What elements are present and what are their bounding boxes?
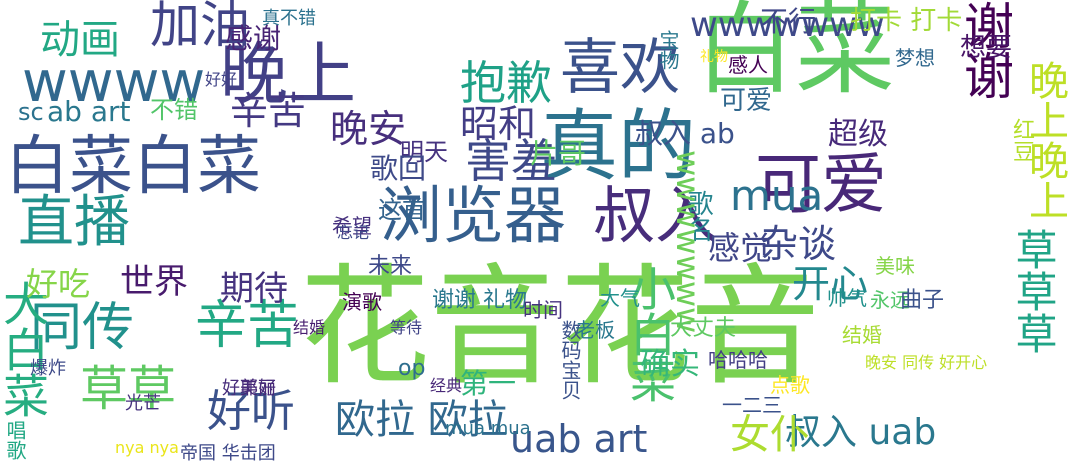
cloud-word: 片哥 <box>530 137 587 170</box>
cloud-word: 好耶好 <box>222 378 276 399</box>
cloud-word: 感觉 <box>708 229 773 267</box>
cloud-word: 感谢 <box>225 22 282 55</box>
cloud-word: 这首 <box>378 196 426 224</box>
cloud-word: 确实 <box>640 347 700 382</box>
cloud-word: 加油 <box>150 0 250 54</box>
cloud-word: 抱歉 <box>460 56 552 110</box>
cloud-word: 开心 <box>792 262 869 306</box>
cloud-word: 小白菜 <box>623 265 677 403</box>
cloud-word: 可爱 <box>755 146 887 223</box>
cloud-word: 红豆 <box>1009 118 1034 162</box>
cloud-word: 晚上 <box>220 36 357 115</box>
cloud-word: 不错 <box>150 96 198 124</box>
cloud-word: 好吃 <box>26 265 91 303</box>
cloud-word: 谢谢 <box>956 0 1014 100</box>
cloud-word: 世界 <box>120 262 188 302</box>
cloud-word: ab art <box>47 95 131 128</box>
cloud-word: 浏览器 <box>380 179 567 252</box>
cloud-word: 昭和 <box>460 102 537 146</box>
cloud-word: 害羞 <box>465 134 557 188</box>
cloud-word: 动画 <box>40 17 120 63</box>
cloud-word: 演歌 <box>342 290 382 314</box>
cloud-word: 喜欢 <box>560 33 680 103</box>
cloud-word: 一二三 <box>722 393 782 417</box>
cloud-word: 不行 <box>760 5 817 38</box>
cloud-word: 光芒 <box>125 393 161 414</box>
cloud-word: 梦想 <box>895 46 935 70</box>
cloud-word: 草草 <box>80 361 177 417</box>
cloud-word: 等待 <box>390 318 423 337</box>
cloud-word: 永远 <box>870 288 910 312</box>
cloud-word: 叔入 <box>593 179 718 252</box>
cloud-word: 真的 <box>540 102 697 192</box>
cloud-word: mua <box>730 171 824 220</box>
cloud-word: 好好 <box>205 70 238 89</box>
cloud-word: wwwwwww <box>669 150 707 334</box>
cloud-word: 草草草 <box>1009 228 1058 354</box>
cloud-word: 感人 <box>728 53 768 77</box>
cloud-word: 哈哈哈 <box>708 348 768 372</box>
cloud-word: 未来 <box>368 254 413 279</box>
cloud-word: nya nya <box>115 438 179 457</box>
cloud-word: 晚上晚上 <box>1022 60 1068 220</box>
cloud-word: 点歌 <box>770 373 810 397</box>
cloud-word: 礼物 <box>700 49 728 65</box>
cloud-word: 时间 <box>523 298 563 322</box>
cloud-word: 第一 <box>460 367 517 400</box>
cloud-word: 杂谈 <box>760 222 837 266</box>
cloud-word: 歌名 <box>683 190 713 242</box>
cloud-word: wwwwwww <box>690 5 885 45</box>
cloud-word: 超级 <box>828 117 888 152</box>
cloud-word: 希望 <box>332 214 372 238</box>
cloud-word: 女仆 <box>730 412 810 458</box>
cloud-word: 大气 <box>600 286 640 310</box>
cloud-word: 叔入 uab <box>785 412 937 453</box>
cloud-word: 忘记 <box>337 223 370 242</box>
cloud-word: 经典 <box>430 376 463 395</box>
cloud-word: 花音花音 <box>300 251 821 403</box>
cloud-word: 辛苦 <box>230 89 307 133</box>
cloud-word: 爆炸 <box>30 358 66 379</box>
cloud-word: 打卡 打卡 <box>850 6 963 36</box>
cloud-word: sc <box>18 98 44 126</box>
cloud-word: 明天 <box>400 138 448 166</box>
cloud-word: 白菜 <box>695 0 895 108</box>
cloud-word: 白菜白菜 <box>5 130 261 204</box>
cloud-word: 老板 <box>575 318 615 342</box>
cloud-word: 好听 <box>207 386 295 437</box>
cloud-word: 帅气 <box>827 286 867 310</box>
cloud-word: 结婚 <box>842 323 882 347</box>
cloud-word: 帝国 华击团 <box>180 443 276 463</box>
cloud-word: 数码宝贝 <box>558 320 582 400</box>
cloud-word: 大丈夫 <box>670 316 737 341</box>
cloud-word: 唱歌 <box>3 420 27 460</box>
cloud-word: 美味 <box>875 254 915 278</box>
cloud-word: 直播 <box>18 190 130 255</box>
cloud-word: wwww <box>22 50 206 115</box>
cloud-word: 曲子 <box>900 288 945 313</box>
cloud-word: 晚安 同传 好开心 <box>865 353 988 372</box>
cloud-word: 结婚 <box>293 318 326 337</box>
cloud-word: 欧拉 欧拉 <box>335 397 508 443</box>
cloud-word: 美丽 <box>240 378 276 399</box>
cloud-word: 晚安 <box>330 107 407 151</box>
cloud-word: op <box>398 356 426 381</box>
cloud-word: 想要 <box>960 33 1013 63</box>
cloud-word: 真不错 <box>262 8 316 29</box>
cloud-word: 叔入 ab <box>635 117 735 150</box>
cloud-word: 谢谢 礼物 <box>432 288 527 313</box>
cloud-word: mua mua <box>445 418 531 439</box>
cloud-word: 歌回 <box>370 152 427 185</box>
cloud-word: 辛苦 <box>195 296 300 356</box>
cloud-word: 宝物 <box>656 30 680 70</box>
cloud-word: 大白菜 <box>0 280 50 418</box>
cloud-word: 期待 <box>220 269 288 309</box>
cloud-word: 可爱 <box>720 86 773 116</box>
cloud-word: uab art <box>510 417 648 461</box>
cloud-word: 同传 <box>30 298 135 358</box>
